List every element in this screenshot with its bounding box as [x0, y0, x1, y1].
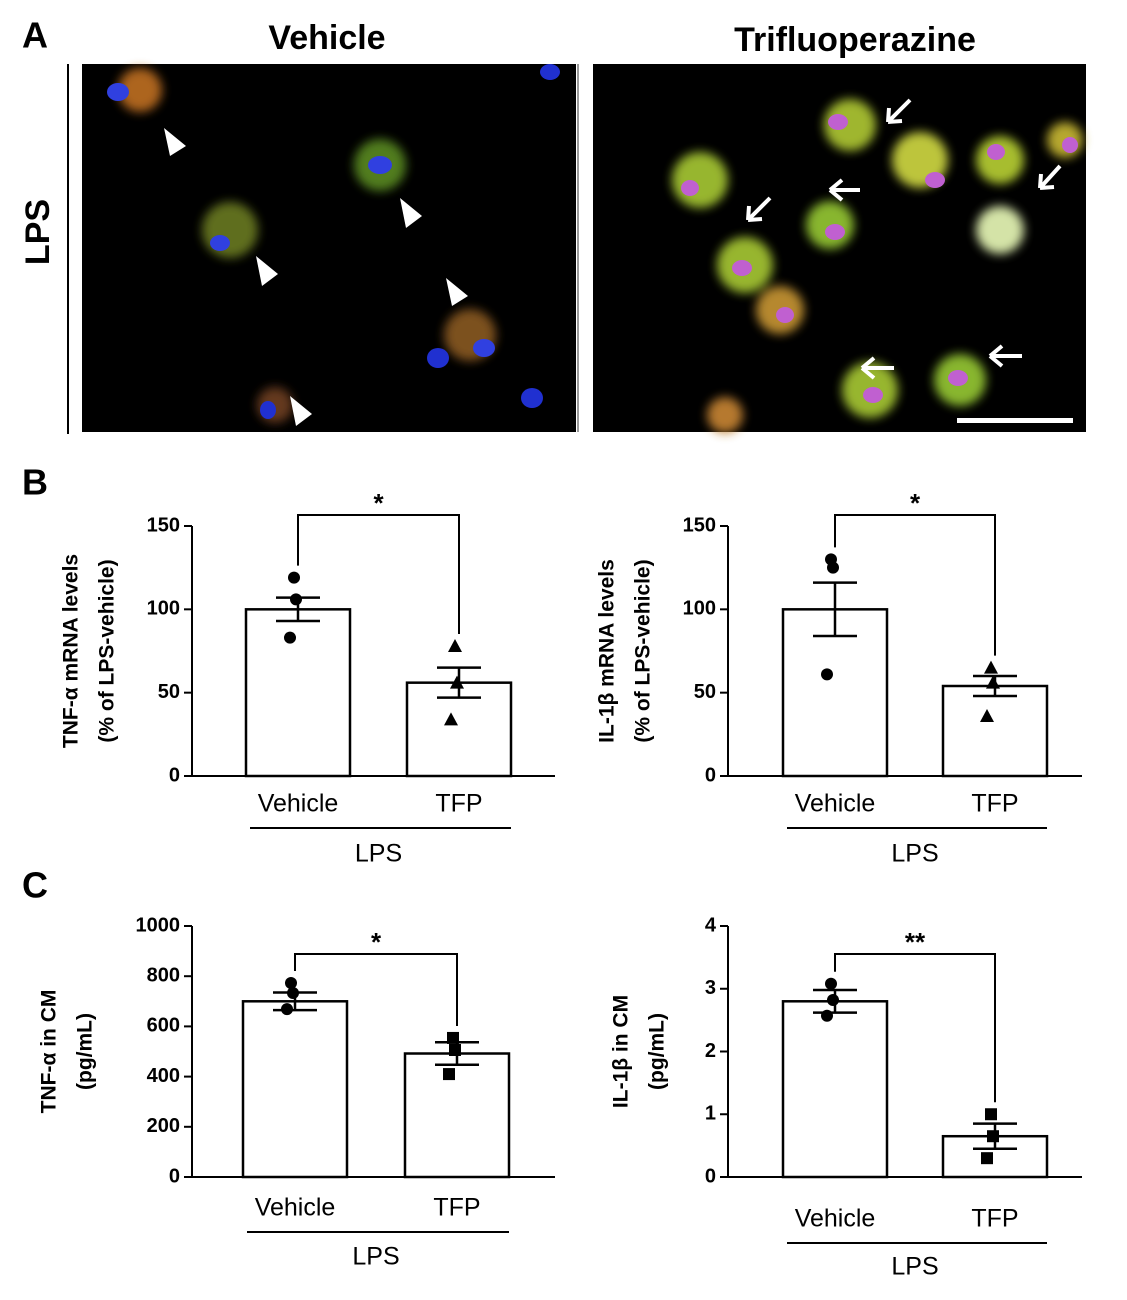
significance: *	[371, 927, 382, 957]
panel-label: A	[22, 15, 48, 56]
y-tick-label: 150	[683, 514, 716, 536]
data-point	[980, 709, 994, 722]
data-point	[444, 712, 458, 726]
data-point	[984, 660, 998, 674]
bar	[244, 608, 352, 778]
y-tick-label: 600	[147, 1015, 180, 1037]
y-tick-label: 400	[147, 1065, 180, 1087]
data-point	[827, 561, 839, 574]
group-label: LPS	[891, 840, 938, 868]
data-point	[825, 977, 837, 990]
data-point	[450, 675, 464, 689]
y-tick-label: 0	[705, 1165, 716, 1187]
significance-bracket	[294, 953, 458, 1026]
y-tick-label: 0	[705, 764, 716, 786]
data-point	[449, 1043, 461, 1056]
x-tick-label: Vehicle	[795, 1205, 876, 1233]
data-point	[827, 994, 839, 1007]
data-point	[287, 987, 299, 1000]
y-tick-label: 4	[705, 914, 717, 936]
data-point	[985, 1108, 997, 1121]
y-tick-label: 150	[147, 514, 180, 536]
y-tick-label: 2	[705, 1040, 716, 1062]
significance: **	[905, 927, 926, 957]
data-point	[290, 593, 302, 606]
data-point	[821, 1009, 833, 1022]
x-tick-label: TFP	[435, 790, 482, 818]
data-point	[447, 1031, 459, 1044]
data-point	[281, 1003, 293, 1016]
data-point	[821, 668, 833, 681]
legend-label: IB4	[97, 377, 148, 415]
y-tick-label: 3	[705, 977, 716, 999]
data-point	[448, 639, 462, 652]
y-tick-label: 200	[147, 1115, 180, 1137]
significance-bracket	[834, 514, 996, 656]
data-point	[288, 571, 300, 584]
bar	[781, 1000, 889, 1179]
y-axis-label: TNF-α mRNA levels	[60, 554, 83, 748]
data-point	[987, 1130, 999, 1143]
x-tick-label: Vehicle	[795, 790, 876, 818]
y-axis-label: (pg/mL)	[646, 1013, 669, 1090]
micrograph	[593, 64, 1086, 433]
y-axis-label: IL-1β mRNA levels	[596, 559, 619, 743]
panel-label: B	[22, 462, 48, 503]
significance-bracket	[297, 514, 460, 634]
row-label: LPS	[19, 199, 57, 265]
y-axis-label: IL-1β in CM	[610, 995, 633, 1108]
legend-label: iNOS	[97, 329, 178, 367]
group-label: LPS	[352, 1243, 399, 1271]
y-tick-label: 1000	[136, 914, 181, 936]
y-axis-label: TNF-α in CM	[38, 990, 61, 1114]
x-tick-label: TFP	[971, 790, 1018, 818]
significance-bracket	[834, 953, 996, 1103]
group-label: LPS	[891, 1253, 938, 1281]
y-tick-label: 100	[147, 598, 180, 620]
micrograph	[82, 64, 576, 432]
data-point	[443, 1068, 455, 1081]
data-point	[285, 976, 297, 989]
y-tick-label: 0	[169, 1165, 180, 1187]
y-axis-label: (% of LPS-vehicle)	[632, 559, 655, 742]
y-tick-label: 50	[694, 681, 716, 703]
data-point	[284, 631, 296, 644]
significance: *	[910, 488, 921, 518]
data-point	[981, 1152, 993, 1165]
y-tick-label: 1	[705, 1103, 716, 1125]
x-tick-label: Vehicle	[255, 1194, 336, 1222]
x-tick-label: TFP	[433, 1194, 480, 1222]
y-axis-label: (% of LPS-vehicle)	[96, 559, 119, 742]
y-tick-label: 50	[158, 681, 180, 703]
data-point	[986, 675, 1000, 689]
bar	[403, 1052, 511, 1179]
bar	[241, 1000, 349, 1179]
y-tick-label: 0	[169, 764, 180, 786]
x-tick-label: Vehicle	[258, 790, 339, 818]
image-title: Trifluoperazine	[734, 21, 976, 59]
y-tick-label: 800	[147, 964, 180, 986]
y-tick-label: 100	[683, 598, 716, 620]
error-bar	[813, 581, 857, 638]
panel-label: C	[22, 865, 48, 906]
image-title: Vehicle	[268, 19, 385, 57]
group-label: LPS	[355, 840, 402, 868]
y-axis-label: (pg/mL)	[74, 1013, 97, 1090]
significance: *	[373, 488, 384, 518]
x-tick-label: TFP	[971, 1205, 1018, 1233]
bar	[941, 684, 1049, 778]
